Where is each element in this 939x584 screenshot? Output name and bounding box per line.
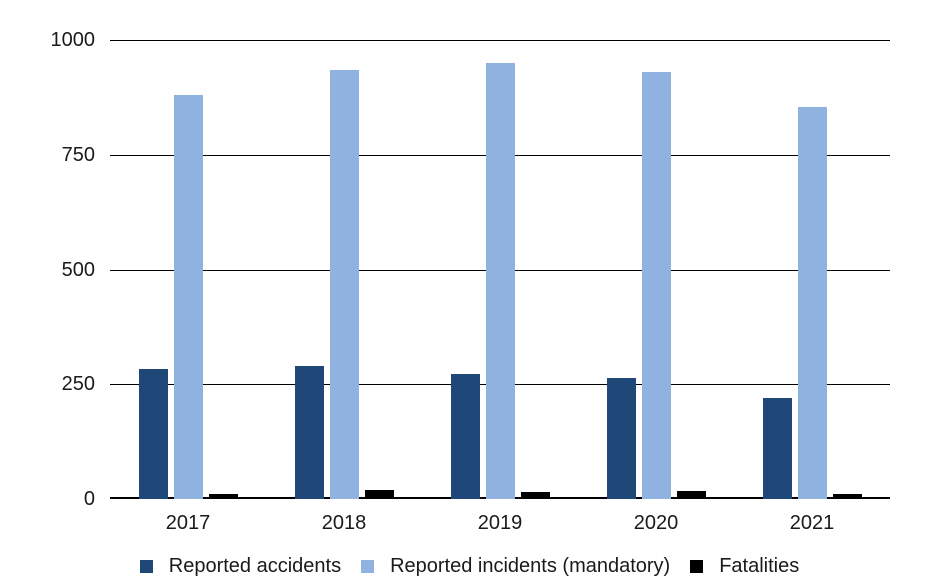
bar-2019-reported-incidents-mandatory [485, 63, 515, 499]
legend-item-fatalities: Fatalities [690, 555, 799, 578]
legend: Reported accidents Reported incidents (ma… [0, 551, 939, 581]
y-tick-label: 750 [61, 143, 95, 166]
bar-2020-fatalities [676, 491, 706, 499]
y-tick-label: 250 [61, 373, 95, 396]
legend-item-reported-accidents: Reported accidents [139, 554, 342, 578]
legend-item-reported-incidents-mandatory: Reported incidents (mandatory) [361, 555, 670, 578]
plot-area [110, 40, 890, 499]
bar-2021-reported-incidents-mandatory [797, 107, 827, 499]
bar-2019-fatalities [520, 492, 550, 499]
bar-2017-reported-accidents [138, 369, 168, 499]
legend-marker-icon [139, 559, 153, 573]
y-tick-label: 500 [61, 258, 95, 281]
legend-label: Reported incidents (mandatory) [390, 554, 671, 577]
x-tick-label-2021: 2021 [789, 512, 835, 534]
gridline-1000 [110, 40, 890, 41]
x-tick-label-2018: 2018 [321, 512, 367, 534]
bar-2020-reported-accidents [606, 378, 636, 499]
x-tick-label-2017: 2017 [165, 512, 211, 534]
x-tick-label-2020: 2020 [633, 512, 679, 534]
legend-marker-icon [361, 559, 375, 573]
x-tick-label-2019: 2019 [477, 512, 523, 534]
bar-2017-fatalities [208, 494, 238, 499]
y-tick-label: 1000 [50, 29, 96, 51]
bar-2018-reported-incidents-mandatory [329, 70, 359, 499]
y-tick-label: 0 [83, 488, 95, 510]
bar-2021-reported-accidents [762, 398, 792, 499]
bar-2021-fatalities [832, 494, 862, 499]
bar-2019-reported-accidents [450, 374, 480, 499]
bar-2017-reported-incidents-mandatory [173, 95, 203, 499]
legend-marker-icon [690, 559, 704, 573]
bar-2018-reported-accidents [294, 366, 324, 499]
bar-2018-fatalities [364, 490, 394, 499]
bar-2020-reported-incidents-mandatory [641, 72, 671, 499]
legend-label: Fatalities [719, 554, 800, 577]
legend-label: Reported accidents [168, 554, 342, 577]
